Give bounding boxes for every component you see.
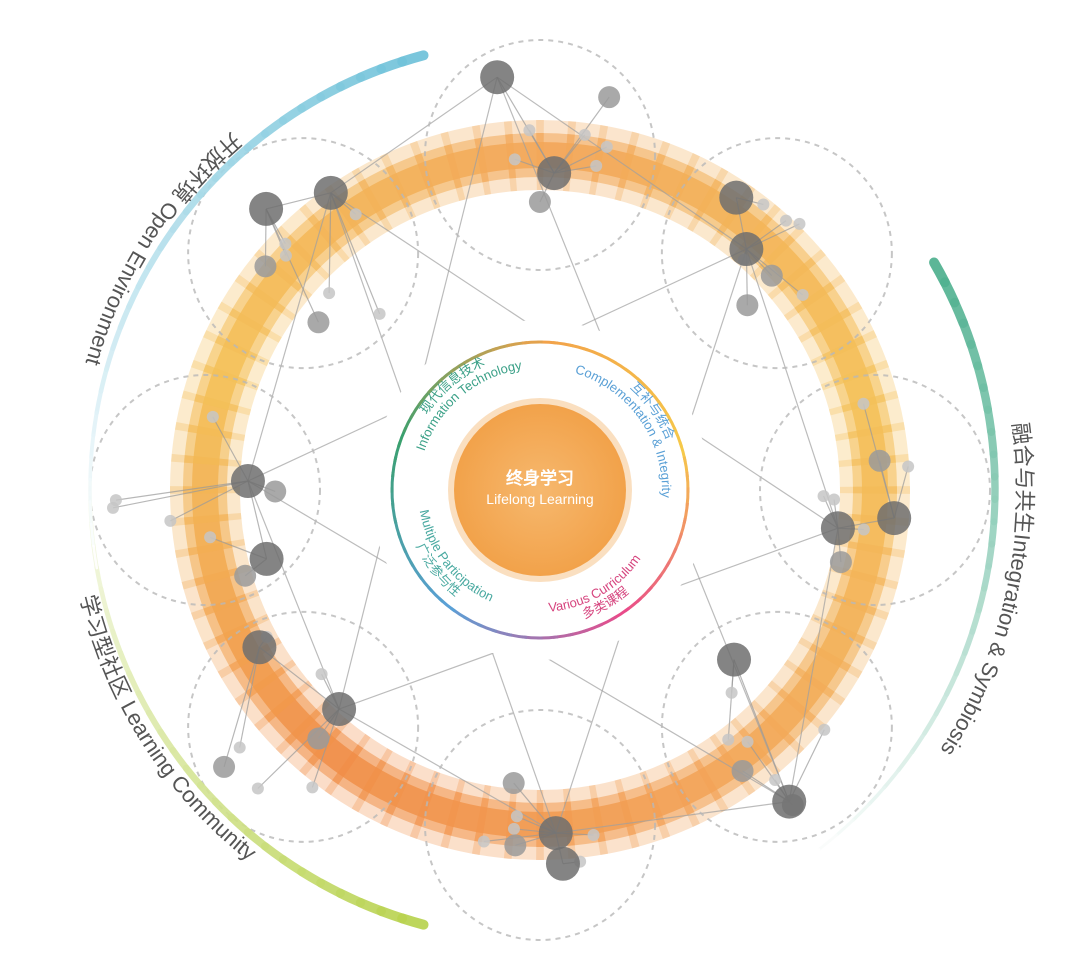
network-node <box>590 160 602 172</box>
network-node <box>877 501 911 535</box>
network-node <box>231 464 265 498</box>
outer-arc-segment <box>91 435 93 457</box>
network-node <box>316 668 328 680</box>
network-node <box>601 141 613 153</box>
network-node <box>902 460 914 472</box>
outer-arc-segment <box>984 566 988 588</box>
diagram-root: 现代信息技术Information Technology互补与统合Complem… <box>0 0 1080 979</box>
network-node <box>511 810 523 822</box>
network-node <box>503 772 525 794</box>
network-node <box>480 60 514 94</box>
network-node <box>204 531 216 543</box>
outer-arc-segment <box>819 835 836 849</box>
network-node <box>830 551 852 573</box>
network-node <box>529 191 551 213</box>
outer-arc-segment <box>97 567 101 589</box>
center-title-cn: 终身学习 <box>506 468 574 488</box>
network-node <box>821 511 855 545</box>
network-node <box>279 238 291 250</box>
network-node <box>539 816 573 850</box>
network-node <box>323 287 335 299</box>
network-node <box>508 823 520 835</box>
network-node <box>797 289 809 301</box>
network-node <box>858 523 870 535</box>
network-node <box>722 734 734 746</box>
network-node <box>280 250 292 262</box>
network-node <box>869 450 891 472</box>
center-circle <box>454 404 626 576</box>
network-node <box>322 692 356 726</box>
outer-arc-segment <box>101 370 106 392</box>
network-node <box>818 724 830 736</box>
network-node <box>374 308 386 320</box>
network-node <box>828 494 840 506</box>
outer-arc-segment <box>869 788 884 805</box>
network-node <box>732 760 754 782</box>
network-node <box>110 494 122 506</box>
outer-arc-segment <box>956 653 965 674</box>
network-node <box>546 847 580 881</box>
outer-arc-segment <box>801 849 819 862</box>
network-node <box>818 490 830 502</box>
network-node <box>478 836 490 848</box>
center-group: 现代信息技术Information Technology互补与统合Complem… <box>370 320 710 660</box>
outer-arc-segment <box>924 714 936 733</box>
network-node <box>306 781 318 793</box>
network-node <box>213 756 235 778</box>
network-node <box>264 480 286 502</box>
outer-arc-segment <box>936 694 947 714</box>
network-node <box>249 192 283 226</box>
network-node <box>588 829 600 841</box>
network-node <box>254 255 276 277</box>
outer-arc-segment <box>90 457 91 479</box>
outer-arc-segment <box>912 733 924 752</box>
outer-arc-segment <box>979 588 984 610</box>
network-node <box>780 215 792 227</box>
outer-arc-segment <box>837 820 854 835</box>
outer-arc-segment <box>947 674 957 694</box>
network-node <box>857 398 869 410</box>
outer-arc-segment <box>884 770 898 787</box>
network-node <box>523 124 535 136</box>
network-node <box>772 785 806 819</box>
network-node <box>314 176 348 210</box>
network-node <box>769 774 781 786</box>
outer-arc-segment <box>989 544 992 566</box>
network-node <box>350 208 362 220</box>
network-node <box>729 232 763 266</box>
outer-arc-segment <box>93 413 96 435</box>
network-node <box>164 515 176 527</box>
network-node <box>598 86 620 108</box>
network-node <box>726 687 738 699</box>
network-node <box>537 156 571 190</box>
network-node <box>242 630 276 664</box>
outer-arc-segment <box>965 632 973 653</box>
outer-arc-segment <box>97 391 101 413</box>
network-node <box>207 411 219 423</box>
outer-arc-segment <box>899 752 912 770</box>
network-node <box>250 542 284 576</box>
network-node <box>757 199 769 211</box>
network-node <box>793 218 805 230</box>
network-node <box>736 294 758 316</box>
network-node <box>717 643 751 677</box>
outer-arc-segment <box>90 502 91 524</box>
network-node <box>742 736 754 748</box>
network-node <box>719 181 753 215</box>
outer-arc-segment <box>992 522 994 544</box>
outer-arc-segment <box>853 804 869 820</box>
network-node <box>307 311 329 333</box>
network-node <box>307 728 329 750</box>
outer-arc-segment <box>972 610 978 632</box>
network-node <box>761 265 783 287</box>
network-node <box>509 153 521 165</box>
network-node <box>252 782 264 794</box>
network-node <box>504 834 526 856</box>
center-title-en: Lifelong Learning <box>486 491 593 507</box>
network-node <box>234 742 246 754</box>
network-node <box>579 129 591 141</box>
